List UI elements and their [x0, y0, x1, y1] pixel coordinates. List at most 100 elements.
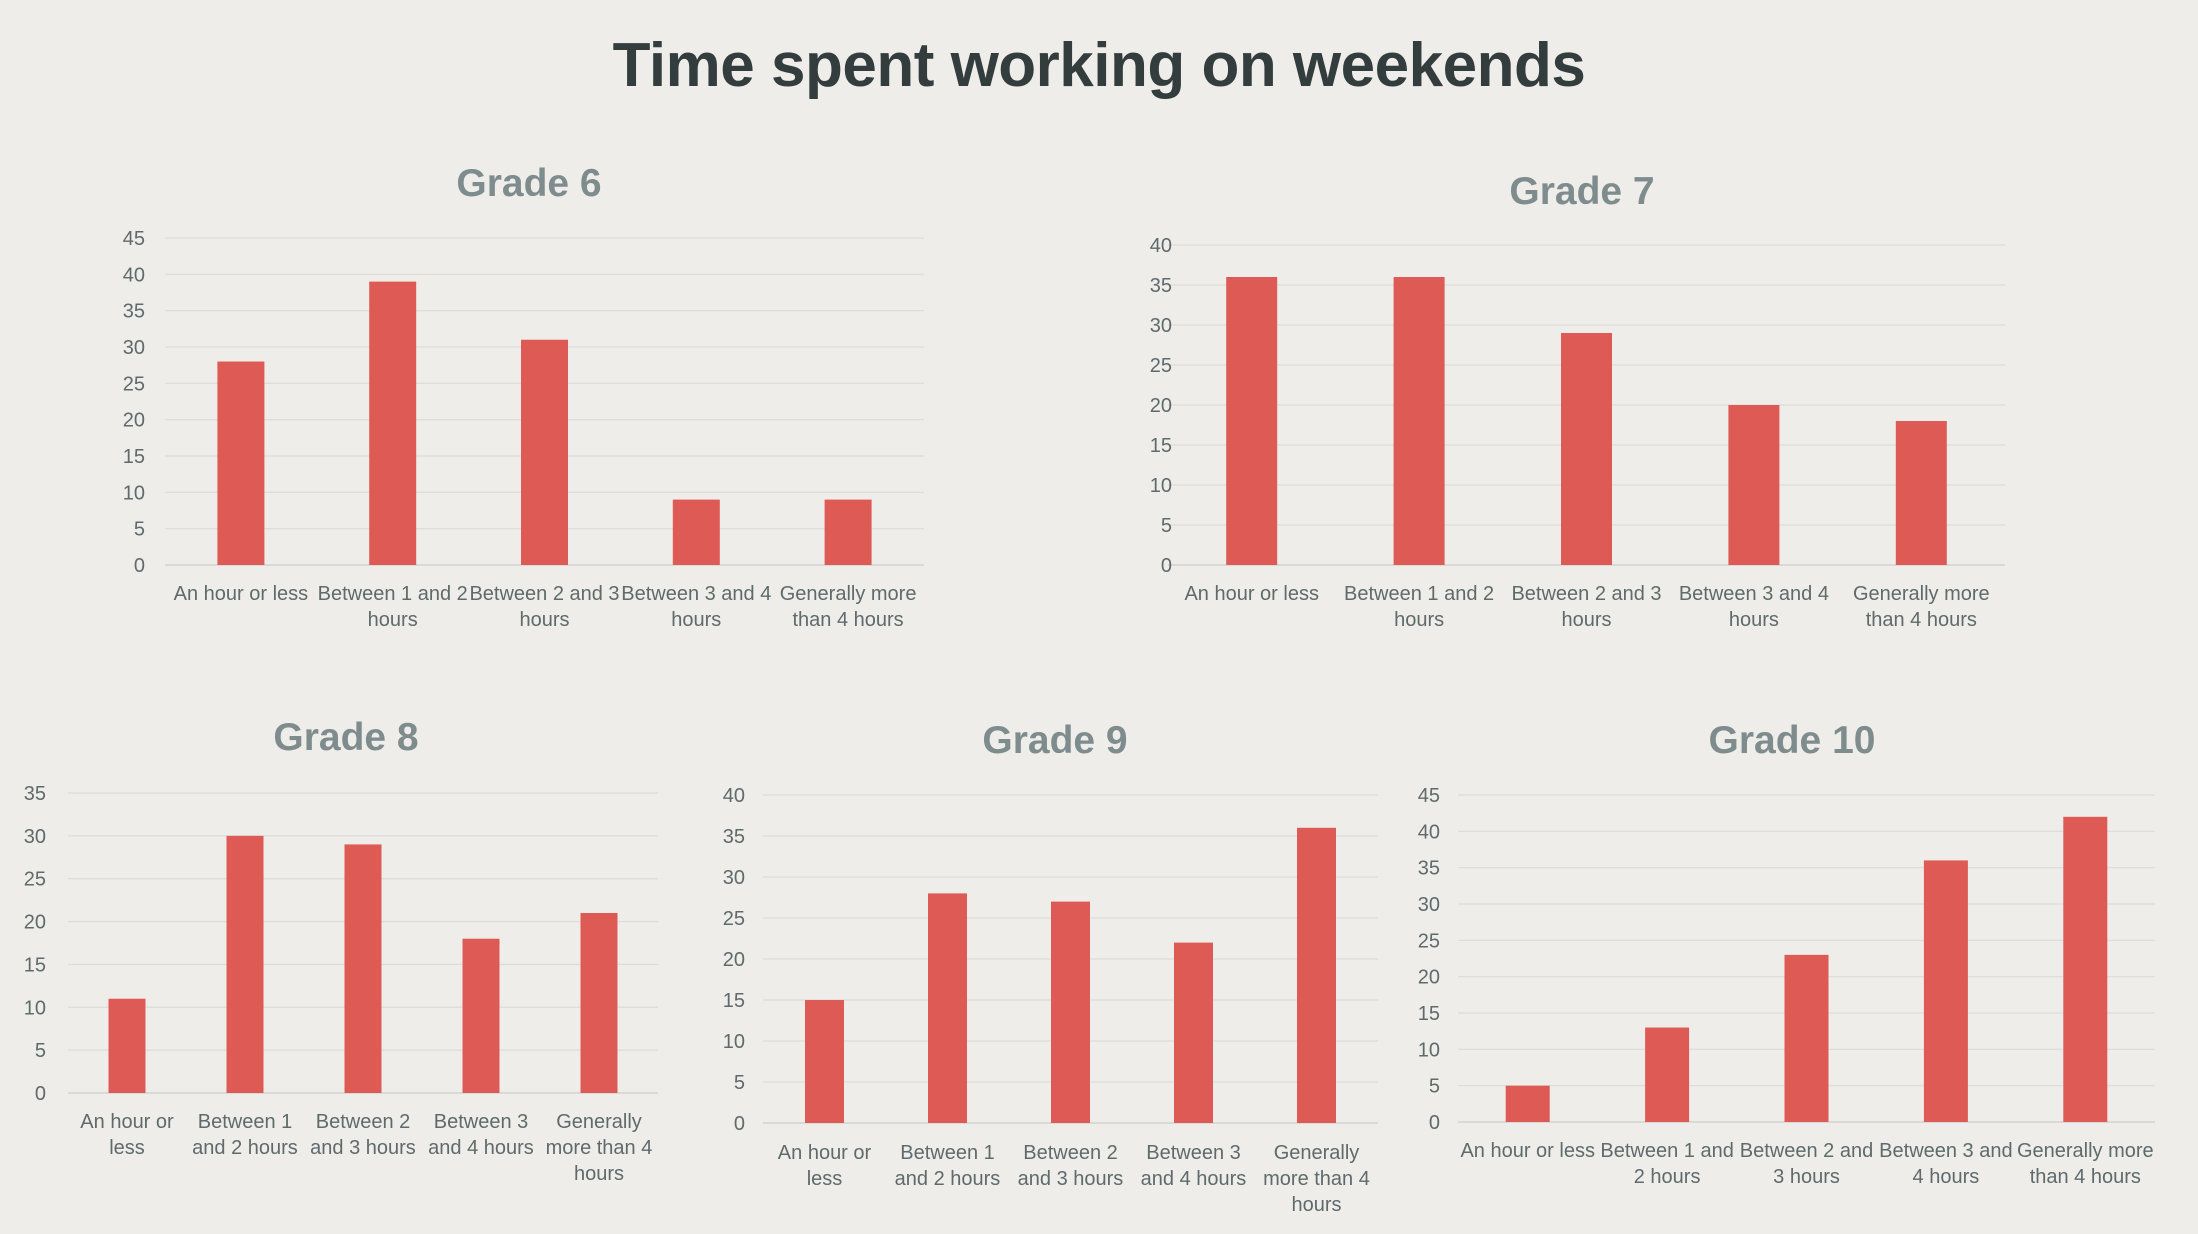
grade-7-bar [1895, 421, 1947, 565]
grade-7-x-tick-label: Between 1 and 2 hours [1344, 583, 1494, 631]
grade-6-y-tick-label: 30 [123, 337, 145, 359]
grade-10-y-tick-label: 0 [1429, 1112, 1440, 1134]
grade-8-bar [344, 844, 382, 1093]
grade-9-bar [1297, 827, 1336, 1123]
grade-10-chart-title: Grade 10 [1708, 719, 1876, 762]
grade-6-y-tick-label: 25 [123, 373, 145, 395]
grade-6-bar [369, 281, 417, 565]
grade-7-y-tick-label: 0 [1161, 555, 1172, 577]
grade-7-bar [1226, 277, 1278, 565]
grade-10-bar [1505, 1085, 1550, 1122]
grade-9-bar [1051, 901, 1090, 1123]
grade-8-bar [226, 835, 264, 1093]
grade-9-x-tick-label: Generally more than 4 hours [1263, 1142, 1370, 1216]
grade-10-y-tick-label: 15 [1418, 1003, 1440, 1025]
grade-7-x-tick-label: Between 3 and 4 hours [1679, 583, 1829, 631]
grade-6-bar [521, 339, 568, 565]
grade-8-y-tick-label: 0 [35, 1083, 46, 1105]
grade-7-y-tick-label: 40 [1150, 235, 1172, 257]
grade-7-y-tick-label: 30 [1150, 315, 1172, 337]
grade-7-bar [1728, 405, 1780, 565]
grade-9-bar [805, 1000, 844, 1123]
grade-10-x-tick-label: An hour or less [1460, 1140, 1595, 1162]
grade-7-chart-title: Grade 7 [1509, 170, 1655, 213]
grade-8-x-tick-label: An hour or less [80, 1111, 174, 1159]
grade-8-y-tick-label: 5 [35, 1040, 46, 1062]
grade-10-y-tick-label: 25 [1418, 930, 1440, 952]
grade-6-y-tick-label: 35 [123, 301, 145, 323]
grade-7-bar [1393, 277, 1445, 565]
grade-9-chart-title: Grade 9 [982, 719, 1128, 762]
grade-10-x-tick-label: Between 3 and 4 hours [1879, 1140, 2012, 1188]
grade-7-x-tick-label: Generally more than 4 hours [1853, 583, 1990, 631]
grade-7-y-tick-label: 20 [1150, 395, 1172, 417]
grade-6-y-tick-label: 10 [123, 482, 145, 504]
grade-8-y-tick-label: 20 [24, 912, 46, 934]
grade-7-y-tick-label: 10 [1150, 475, 1172, 497]
grade-6-y-tick-label: 40 [123, 264, 145, 286]
grade-6-bar [672, 499, 720, 565]
grade-7-y-tick-label: 5 [1161, 515, 1172, 537]
grade-10-bar [1923, 860, 1968, 1122]
grade-9-y-tick-label: 0 [734, 1113, 745, 1135]
grade-10-x-tick-label: Between 2 and 3 hours [1740, 1140, 1873, 1188]
grade-9-y-tick-label: 40 [723, 785, 745, 807]
grade-9-y-tick-label: 15 [723, 990, 745, 1012]
grade-9-y-tick-label: 10 [723, 1031, 745, 1053]
grade-10-x-tick-label: Generally more than 4 hours [2017, 1140, 2154, 1188]
grade-10-y-tick-label: 5 [1429, 1076, 1440, 1098]
grade-9-x-tick-label: Between 2 and 3 hours [1018, 1142, 1124, 1190]
grade-9-y-tick-label: 25 [723, 908, 745, 930]
grade-8-x-tick-label: Between 3 and 4 hours [428, 1111, 534, 1159]
grade-9-bar [1174, 942, 1213, 1123]
grade-10-x-tick-label: Between 1 and 2 hours [1600, 1140, 1733, 1188]
grade-9-y-tick-label: 5 [734, 1072, 745, 1094]
grade-8-bar [580, 913, 618, 1093]
grade-10-bar [1784, 954, 1829, 1122]
grade-9-x-tick-label: An hour or less [778, 1142, 872, 1190]
grade-10-y-tick-label: 35 [1418, 858, 1440, 880]
grade-9-y-tick-label: 20 [723, 949, 745, 971]
page-title: Time spent working on weekends [612, 31, 1586, 100]
grade-8-x-tick-label: Generally more than 4 hours [546, 1111, 653, 1185]
grade-8-x-tick-label: Between 1 and 2 hours [192, 1111, 298, 1159]
grade-6-x-tick-label: Between 3 and 4 hours [621, 583, 771, 631]
grade-6-y-tick-label: 5 [134, 519, 145, 541]
grade-8-x-tick-label: Between 2 and 3 hours [310, 1111, 416, 1159]
grade-8-y-tick-label: 15 [24, 954, 46, 976]
grade-6-chart-title: Grade 6 [456, 162, 602, 205]
grade-9-bar [928, 893, 967, 1123]
grade-8-y-tick-label: 35 [24, 783, 46, 805]
grade-9-y-tick-label: 30 [723, 867, 745, 889]
grade-6-bar [824, 499, 872, 565]
grade-6-x-tick-label: An hour or less [174, 583, 309, 605]
grade-7-bar [1561, 333, 1612, 565]
grade-6-y-tick-label: 45 [123, 228, 145, 250]
grade-8-y-tick-label: 30 [24, 826, 46, 848]
grade-7-y-tick-label: 15 [1150, 435, 1172, 457]
grade-10-bar [2063, 816, 2108, 1122]
grade-7-y-tick-label: 35 [1150, 275, 1172, 297]
grade-6-y-tick-label: 20 [123, 410, 145, 432]
grade-6-x-tick-label: Between 1 and 2 hours [318, 583, 468, 631]
grade-10-y-tick-label: 45 [1418, 785, 1440, 807]
grade-8-y-tick-label: 25 [24, 869, 46, 891]
grade-10-y-tick-label: 20 [1418, 967, 1440, 989]
grade-8-bar [108, 998, 146, 1093]
grade-10-y-tick-label: 10 [1418, 1039, 1440, 1061]
grade-8-y-tick-label: 10 [24, 997, 46, 1019]
grade-6-y-tick-label: 15 [123, 446, 145, 468]
grade-9-x-tick-label: Between 1 and 2 hours [895, 1142, 1001, 1190]
grade-7-y-tick-label: 25 [1150, 355, 1172, 377]
grade-6-y-tick-label: 0 [134, 555, 145, 577]
grade-10-bar [1645, 1027, 1690, 1122]
grade-7-x-tick-label: Between 2 and 3 hours [1511, 583, 1661, 631]
grade-7-x-tick-label: An hour or less [1184, 583, 1319, 605]
grade-6-bar [217, 361, 265, 565]
grade-8-bar [462, 938, 500, 1093]
grade-10-y-tick-label: 30 [1418, 894, 1440, 916]
